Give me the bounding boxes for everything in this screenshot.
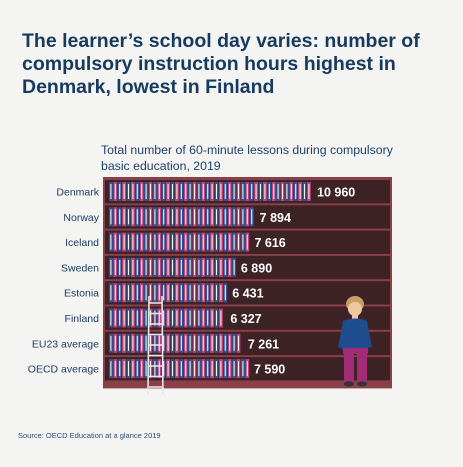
chart-title: The learner’s school day varies: number …	[22, 30, 420, 98]
bar	[109, 359, 250, 379]
source-note: Source: OECD Education at a glance 2019	[18, 431, 161, 440]
leg-left	[344, 352, 354, 382]
bar	[109, 207, 254, 227]
hips	[343, 348, 368, 354]
ladder-rail	[147, 295, 150, 395]
bars-layer: Denmark 10 960 Norway 7 894 Iceland 7 616 Swed…	[28, 180, 390, 381]
category-label: Norway	[63, 212, 99, 224]
person-illustration	[338, 296, 372, 387]
value-label: 7 261	[248, 337, 279, 351]
value-label: 6 327	[230, 312, 261, 326]
leg-right	[357, 352, 367, 382]
bar	[109, 283, 228, 303]
chart-subtitle: Total number of 60-minute lessons during…	[101, 143, 393, 173]
neck	[352, 315, 358, 319]
category-label: Estonia	[64, 288, 99, 300]
category-label: OECD average	[28, 364, 99, 376]
value-label: 7 616	[254, 236, 285, 250]
torso	[342, 318, 368, 350]
arm-right	[364, 322, 372, 348]
value-label: 10 960	[317, 186, 355, 200]
category-label: EU23 average	[32, 338, 99, 350]
ladder-rail	[161, 295, 164, 395]
head	[348, 302, 362, 316]
category-label: Iceland	[65, 237, 99, 249]
category-label: Denmark	[56, 187, 99, 199]
bar	[109, 182, 311, 201]
bar	[109, 232, 250, 252]
arm-left	[338, 322, 346, 348]
category-label: Sweden	[61, 262, 99, 274]
bar	[109, 308, 223, 328]
shoe-right	[357, 381, 367, 387]
value-label: 6 890	[241, 261, 272, 275]
bar	[109, 333, 241, 353]
category-label: Finland	[65, 313, 100, 325]
value-label: 7 590	[254, 363, 285, 377]
ladder-illustration	[147, 295, 164, 395]
value-label: 7 894	[260, 211, 291, 225]
shoe-left	[344, 381, 354, 387]
bar	[109, 257, 236, 277]
value-label: 6 431	[232, 287, 263, 301]
